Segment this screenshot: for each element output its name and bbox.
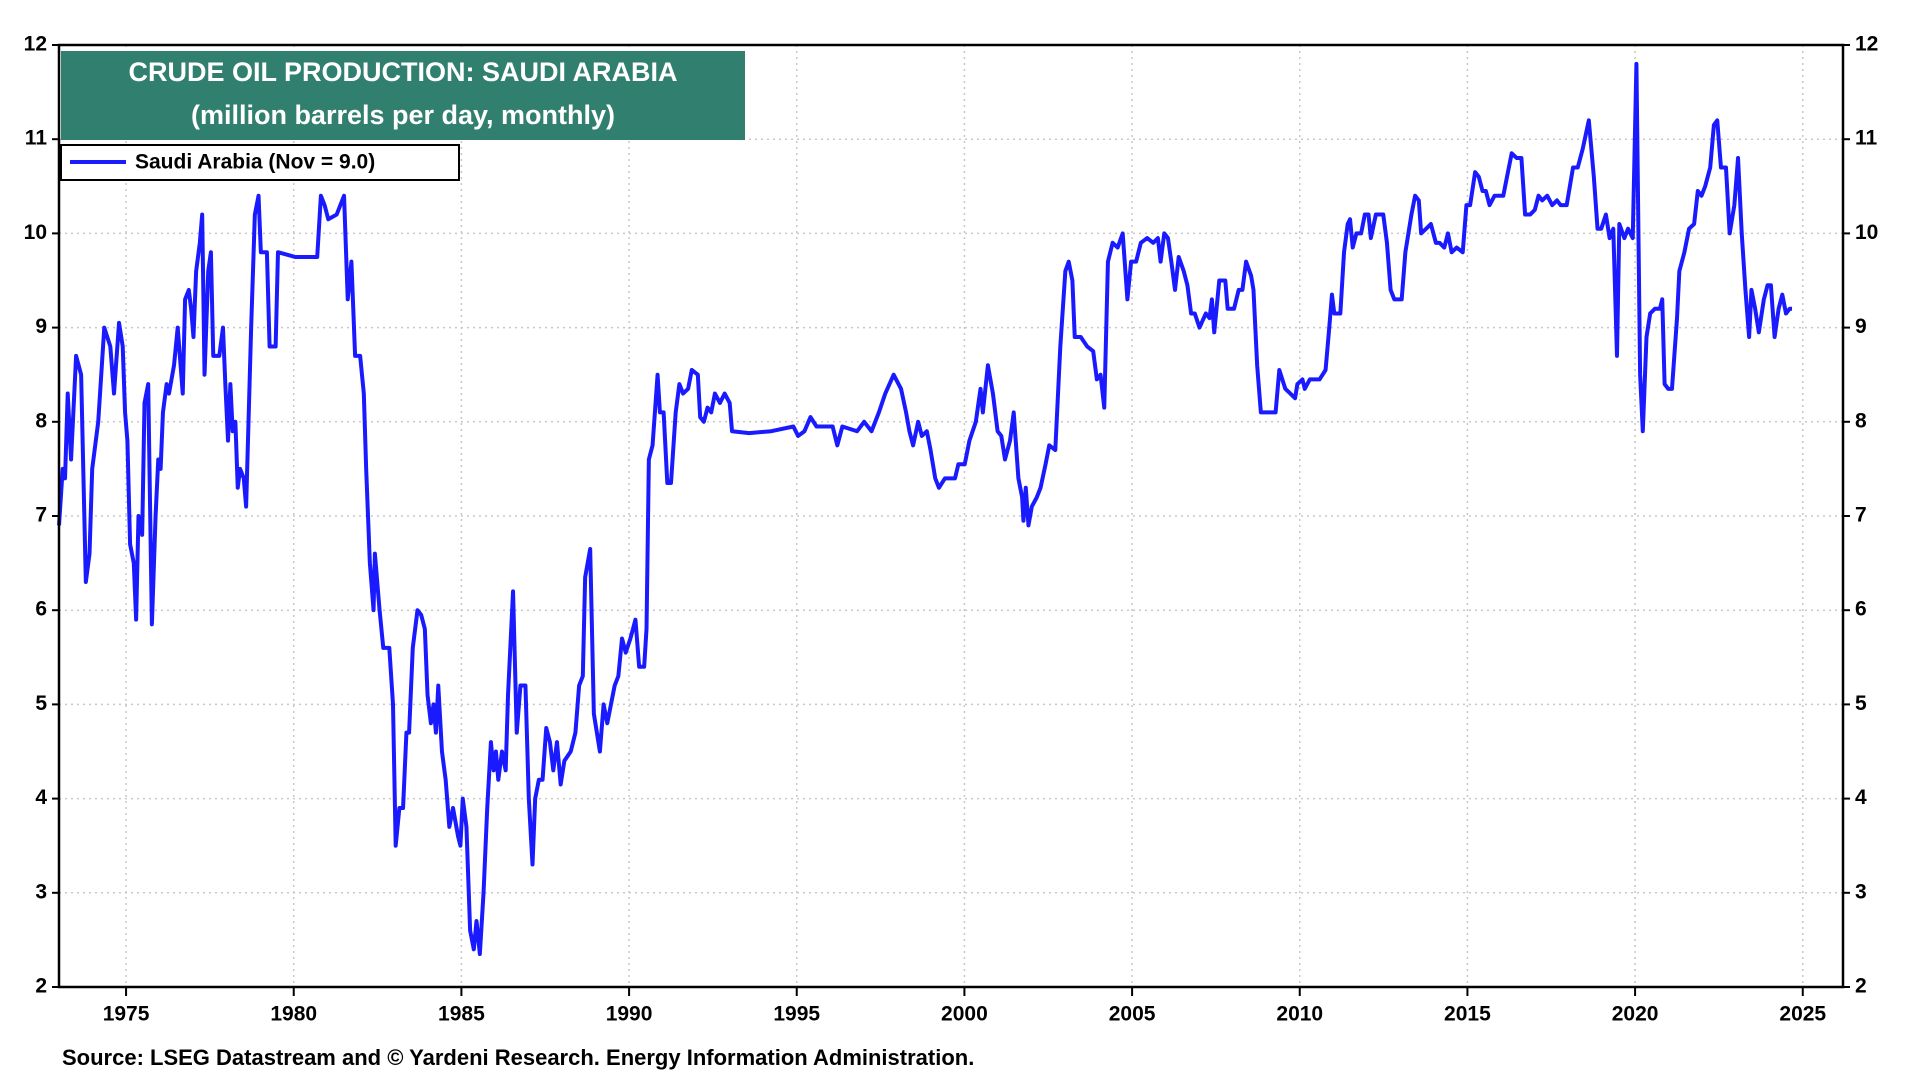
y-tick-label: 8 — [35, 409, 47, 432]
x-tick-label: 1980 — [270, 1003, 317, 1026]
x-tick-label: 1990 — [606, 1003, 653, 1026]
x-tick-label: 2020 — [1612, 1003, 1659, 1026]
y-tick-label: 9 — [35, 315, 47, 338]
y2-tick-label: 8 — [1855, 409, 1867, 432]
legend-label: Saudi Arabia (Nov = 9.0) — [135, 151, 375, 174]
y-tick-label: 4 — [35, 786, 47, 809]
x-tick-label: 2010 — [1276, 1003, 1323, 1026]
y2-tick-label: 2 — [1855, 975, 1867, 998]
y-tick-label: 11 — [25, 127, 48, 150]
x-tick-label: 1995 — [773, 1003, 820, 1026]
y-tick-label: 6 — [35, 598, 47, 621]
y2-tick-label: 11 — [1855, 127, 1878, 150]
y2-tick-label: 5 — [1855, 692, 1867, 715]
data-line — [57, 61, 1793, 957]
x-tick-label: 2025 — [1779, 1003, 1826, 1026]
plot-area — [57, 61, 1793, 957]
y2-tick-label: 9 — [1855, 315, 1867, 338]
y-tick-label: 7 — [35, 504, 47, 527]
x-tick-label: 1985 — [438, 1003, 485, 1026]
y2-tick-label: 12 — [1855, 33, 1878, 56]
y2-tick-label: 6 — [1855, 598, 1867, 621]
y-tick-label: 2 — [35, 975, 47, 998]
plot-frame — [57, 43, 1845, 989]
grid — [59, 44, 1843, 988]
x-tick-label: 2015 — [1444, 1003, 1491, 1026]
y2-tick-label: 3 — [1855, 880, 1867, 903]
chart-title: CRUDE OIL PRODUCTION: SAUDI ARABIA — [128, 57, 677, 87]
x-tick-label: 2005 — [1109, 1003, 1156, 1026]
legend-box — [60, 144, 460, 181]
y-tick-label: 12 — [24, 33, 47, 56]
title-box — [61, 51, 745, 140]
x-tick-label: 1975 — [103, 1003, 150, 1026]
y2-tick-label: 7 — [1855, 504, 1867, 527]
y-tick-label: 3 — [35, 880, 47, 903]
y-tick-label: 5 — [35, 692, 47, 715]
chart-subtitle: (million barrels per day, monthly) — [191, 100, 615, 130]
y2-tick-label: 4 — [1855, 786, 1867, 809]
legend: Saudi Arabia (Nov = 9.0) — [60, 144, 460, 181]
source-note: Source: LSEG Datastream and © Yardeni Re… — [62, 1045, 974, 1070]
y-tick-label: 10 — [24, 221, 47, 244]
y2-tick-label: 10 — [1855, 221, 1878, 244]
x-tick-label: 2000 — [941, 1003, 988, 1026]
